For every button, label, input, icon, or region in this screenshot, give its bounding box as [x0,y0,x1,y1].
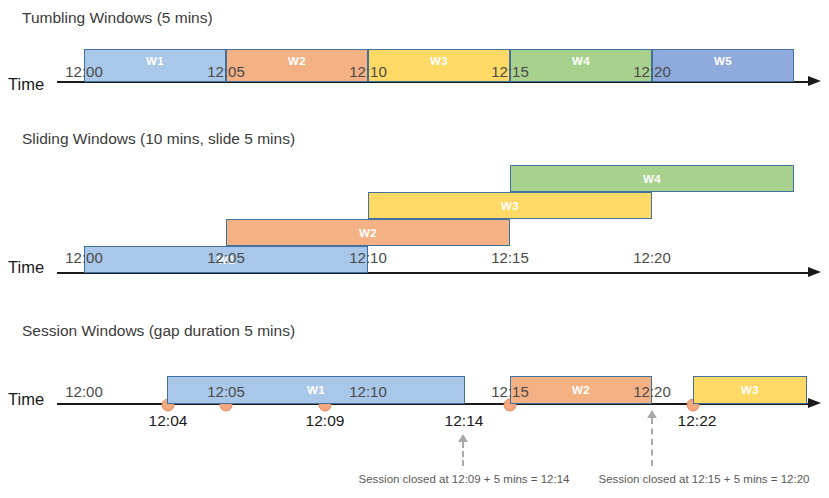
window-label: W1 [307,384,325,396]
tumbling-window-w3: W3 [368,49,510,82]
session-event-label-1214: 12:14 [445,412,484,429]
tumbling-section-title: Tumbling Windows (5 mins) [22,9,213,27]
sliding-window-w2: W2 [226,219,510,246]
tumbling-time-axis-label: Time [8,75,44,94]
session-closed-annotation-1: Session closed at 12:09 + 5 mins = 12:14 [359,472,570,486]
tumbling-window-w2: W2 [226,49,368,82]
session-closed-annotation-2: Session closed at 12:15 + 5 mins = 12:20 [599,472,810,486]
arrow-dashed-line [651,418,653,466]
session-axis-arrow-icon [808,398,821,408]
tumbling-tick-1200: 12:00 [65,64,103,80]
sliding-time-axis-label: Time [8,258,44,277]
session-event-label-1222: 12:22 [678,412,717,429]
session-window-w3: W3 [693,376,807,404]
session-closed-arrow-icon [646,410,658,466]
tumbling-window-w1: W1 [84,49,226,82]
session-tick-1200: 12:00 [65,384,103,400]
session-section-title: Session Windows (gap duration 5 mins) [22,322,295,340]
arrow-dashed-line [462,442,464,466]
tumbling-tick-1210: 12:10 [349,64,387,80]
tumbling-tick-1205: 12:05 [207,64,245,80]
session-window-w2: W2 [510,376,652,404]
sliding-tick-1215: 12:15 [491,250,529,266]
window-label: W3 [501,200,519,212]
window-label: W2 [572,384,590,396]
window-label: W2 [288,55,306,67]
windowing-strategies-diagram: Tumbling Windows (5 mins) Time W1 W2 W3 … [0,0,829,498]
arrow-head-icon [458,434,468,442]
tumbling-window-w4: W4 [510,49,652,82]
tumbling-axis-arrow-icon [808,76,821,86]
session-tick-1220: 12:20 [633,384,671,400]
sliding-window-w4: W4 [510,165,794,192]
sliding-tick-1220: 12:20 [633,250,671,266]
session-event-label-1204: 12:04 [149,412,188,429]
tumbling-tick-1215: 12:15 [491,64,529,80]
window-label: W4 [572,55,590,67]
sliding-tick-1200: 12:00 [65,250,103,266]
session-event-label-1209: 12:09 [306,412,345,429]
sliding-tick-1210: 12:10 [349,250,387,266]
session-tick-1205: 12:05 [207,384,245,400]
session-tick-1215: 12:15 [491,384,529,400]
sliding-section-title: Sliding Windows (10 mins, slide 5 mins) [22,130,295,148]
window-label: W3 [741,384,759,396]
session-time-axis-label: Time [8,390,44,409]
sliding-axis-arrow-icon [808,267,821,277]
window-label: W3 [430,55,448,67]
session-closed-arrow-icon [457,434,469,466]
window-label: W4 [643,173,661,185]
sliding-tick-1205: 12:05 [207,250,245,266]
tumbling-tick-1220: 12:20 [633,64,671,80]
session-tick-1210: 12:10 [349,384,387,400]
window-label: W5 [714,55,732,67]
window-label: W1 [146,55,164,67]
sliding-window-w3: W3 [368,192,652,219]
window-label: W2 [359,227,377,239]
arrow-head-icon [647,410,657,418]
tumbling-window-w5: W5 [652,49,794,82]
